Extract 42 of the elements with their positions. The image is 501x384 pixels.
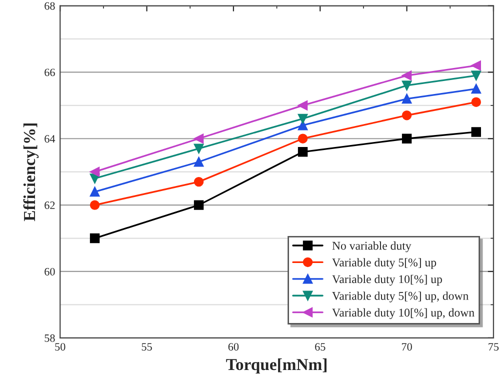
point (90, 166, 100, 177)
legend-label: Variable duty 10[%] up, down (332, 308, 474, 320)
point (402, 94, 412, 104)
point (298, 100, 308, 110)
x-tick-label: 65 (315, 343, 326, 351)
point (90, 200, 100, 210)
point (402, 110, 412, 120)
point (298, 147, 308, 157)
point (298, 114, 308, 124)
point (194, 157, 204, 167)
point (194, 176, 204, 187)
x-tick-label: 55 (142, 343, 152, 351)
point (298, 134, 308, 144)
legend-label: Variable duty 5[%] up (332, 258, 436, 269)
legend-label: No variable duty (332, 241, 412, 252)
x-tick-label: 60 (228, 343, 239, 351)
point (402, 134, 412, 144)
point (194, 144, 204, 154)
point (402, 70, 412, 80)
legend-label: Variable duty 10[%] up (332, 274, 442, 286)
point (194, 134, 204, 144)
point (471, 97, 482, 107)
point (471, 70, 482, 80)
y-tick-label: 68 (44, 2, 55, 10)
y-tick-label: 60 (44, 268, 55, 276)
x-tick-label: 70 (402, 343, 412, 351)
point (194, 200, 204, 210)
legend-label: Variable duty 5[%] up, down (332, 292, 469, 302)
y-tick-label: 66 (44, 68, 55, 76)
y-tick-label: 62 (44, 202, 55, 210)
point (402, 80, 412, 90)
point (90, 233, 100, 244)
y-axis-title: Efficiency[%] (23, 124, 39, 222)
x-axis-title: Torque[mNm] (226, 358, 327, 374)
y-tick-label: 58 (44, 334, 55, 342)
point (471, 127, 482, 137)
point (471, 60, 482, 70)
point (471, 84, 482, 94)
x-tick-label: 50 (55, 343, 66, 351)
point (90, 186, 100, 197)
x-tick-label: 75 (488, 343, 499, 351)
y-tick-label: 64 (44, 135, 56, 143)
